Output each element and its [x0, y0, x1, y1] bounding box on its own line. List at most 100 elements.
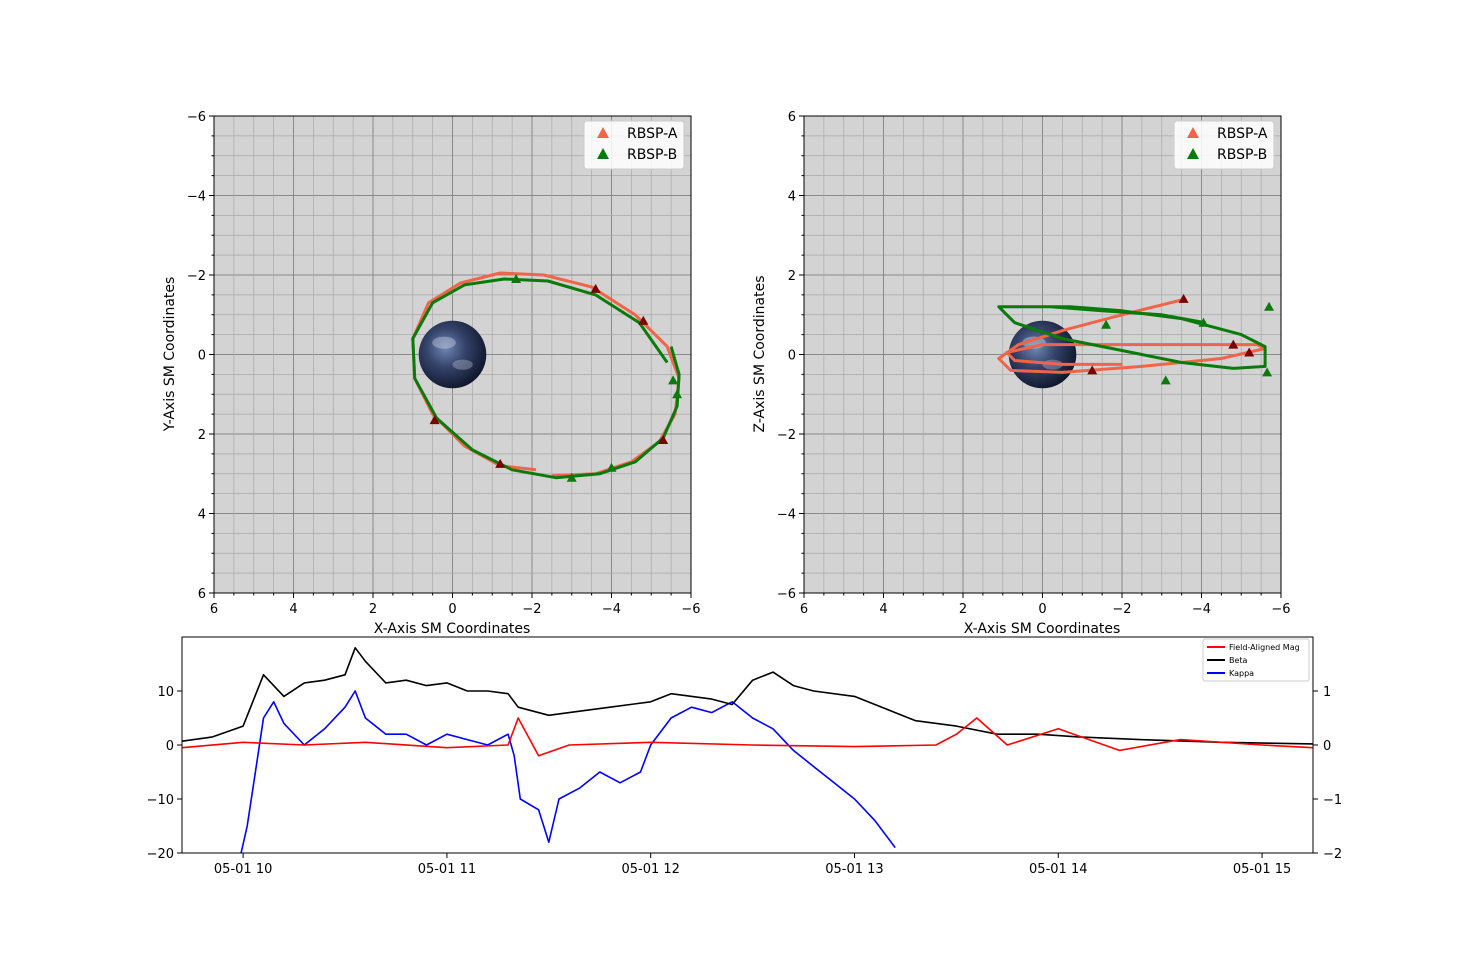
arrow-marker	[566, 472, 577, 482]
y-tick-label-right: −1	[1323, 793, 1342, 808]
arrow-marker	[658, 434, 669, 444]
timeseries-panel: 05-01 10 05-01 11 05-01 12 05-01 13 05-01 14…	[147, 636, 1342, 877]
x-axis-label: X-Axis SM Coordinates	[964, 621, 1121, 637]
y-tick-label: −20	[147, 847, 174, 862]
legend-label-kappa: Kappa	[1229, 669, 1254, 678]
earth-disk	[418, 320, 487, 389]
direction-arrows	[1087, 293, 1275, 385]
x-ticks: 6 4 2 0 −2 −4 −6	[800, 593, 1291, 617]
arrow-marker	[1087, 365, 1098, 375]
arrow-marker	[1262, 367, 1273, 377]
legend-box	[583, 120, 685, 170]
x-tick-label: −2	[522, 602, 541, 617]
arrow-marker	[1160, 375, 1171, 385]
x-tick-label: 05-01 10	[214, 862, 272, 877]
y-tick-label: 0	[166, 739, 174, 754]
x-tick-label: −2	[1112, 602, 1131, 617]
y-tick-label-right: −2	[1323, 847, 1342, 862]
legend-label-rbsp-a: RBSP-A	[1217, 126, 1268, 142]
arrow-marker	[590, 283, 601, 293]
orbit-traces	[997, 297, 1267, 374]
earth-cloud	[452, 359, 473, 370]
y-axis-label: Y-Axis SM Coordinates	[162, 277, 178, 433]
legend-marker-rbsp-a	[1187, 127, 1199, 138]
legend: Field-Aligned Mag Beta Kappa	[1202, 638, 1310, 682]
arrow-marker	[429, 415, 440, 425]
arrow-marker	[495, 458, 506, 468]
x-tick-label: 6	[800, 602, 808, 617]
orbit-panel-xy: 6 4 2 0 −2 −4 −6 −6 −4 −2 0 2 4 6 X-Axis SM Coordina…	[162, 110, 701, 637]
x-tick-label: −6	[1271, 602, 1290, 617]
legend-marker-rbsp-a	[597, 127, 609, 138]
legend-marker-rbsp-b	[597, 148, 609, 159]
arrow-marker	[1264, 301, 1275, 311]
y-tick-label: −2	[777, 428, 796, 443]
orbit-rbsp-a	[997, 297, 1267, 374]
y-tick-label: 0	[198, 349, 206, 364]
x-tick-label: −4	[1192, 602, 1211, 617]
direction-arrows	[429, 273, 683, 482]
legend-marker-rbsp-b	[1187, 148, 1199, 159]
x-tick-label: 0	[448, 602, 456, 617]
arrow-marker	[638, 315, 649, 325]
x-tick-label: 2	[959, 602, 967, 617]
y-tick-label: −6	[777, 587, 796, 602]
arrow-marker	[1101, 319, 1112, 329]
orbit-panel-xz: 6 4 2 0 −2 −4 −6 6 4 2 0 −2 −4 −6 X-Axis SM Coordina…	[752, 110, 1291, 637]
x-tick-label: 05-01 13	[825, 862, 883, 877]
y-tick-label: 2	[788, 269, 796, 284]
x-tick-label: 05-01 12	[621, 862, 679, 877]
x-axis-label: X-Axis SM Coordinates	[374, 621, 531, 637]
legend-box	[1173, 120, 1275, 170]
arrow-marker	[672, 389, 683, 399]
y-tick-label: 2	[198, 428, 206, 443]
x-ticks: 05-01 10 05-01 11 05-01 12 05-01 13 05-01 14…	[214, 853, 1291, 877]
arrow-marker	[606, 462, 617, 472]
legend: RBSP-A RBSP-B	[583, 120, 685, 170]
legend-label-beta: Beta	[1229, 656, 1248, 665]
y-tick-label: 4	[788, 190, 796, 205]
x-tick-label: 05-01 11	[418, 862, 476, 877]
x-tick-label: −6	[681, 602, 700, 617]
series-lines	[182, 646, 1313, 853]
arrow-marker	[1228, 339, 1239, 349]
y-tick-label: −2	[187, 269, 206, 284]
legend-box	[1202, 638, 1310, 682]
earth-image	[418, 320, 487, 389]
earth-cloud	[432, 336, 456, 349]
y-ticks-left: −20 −10 0 10	[147, 685, 182, 862]
series-beta	[182, 646, 1313, 745]
x-tick-label: 05-01 14	[1029, 862, 1087, 877]
x-tick-label: 05-01 15	[1233, 862, 1291, 877]
x-ticks: 6 4 2 0 −2 −4 −6	[210, 593, 701, 617]
arrow-marker	[1178, 293, 1189, 303]
arrow-marker	[1198, 317, 1209, 327]
y-axis-label: Z-Axis SM Coordinates	[752, 275, 768, 432]
x-tick-label: 4	[879, 602, 887, 617]
grid	[213, 115, 692, 594]
y-ticks-right: −2 −1 0 1	[1313, 685, 1342, 862]
x-tick-label: 6	[210, 602, 218, 617]
legend-label-rbsp-a: RBSP-A	[627, 126, 678, 142]
y-ticks: −6 −4 −2 0 2 4 6	[187, 110, 214, 602]
y-tick-label: 0	[788, 349, 796, 364]
y-tick-label-right: 1	[1323, 685, 1331, 700]
y-tick-label: 6	[788, 110, 796, 125]
arrow-marker	[511, 273, 522, 283]
y-tick-label: 4	[198, 508, 206, 523]
x-tick-label: 0	[1038, 602, 1046, 617]
y-tick-label: 6	[198, 587, 206, 602]
y-tick-label: −4	[777, 508, 796, 523]
legend: RBSP-A RBSP-B	[1173, 120, 1275, 170]
legend-label-rbsp-b: RBSP-B	[627, 147, 677, 163]
arrow-marker	[668, 375, 679, 385]
series-kappa	[240, 690, 896, 853]
legend-label-rbsp-b: RBSP-B	[1217, 147, 1267, 163]
x-tick-label: −4	[602, 602, 621, 617]
y-tick-label: −10	[147, 793, 174, 808]
x-tick-label: 2	[369, 602, 377, 617]
series-field-aligned-mag	[182, 717, 1313, 757]
y-ticks: 6 4 2 0 −2 −4 −6	[777, 110, 804, 602]
legend-label-field-aligned-mag: Field-Aligned Mag	[1229, 643, 1300, 652]
